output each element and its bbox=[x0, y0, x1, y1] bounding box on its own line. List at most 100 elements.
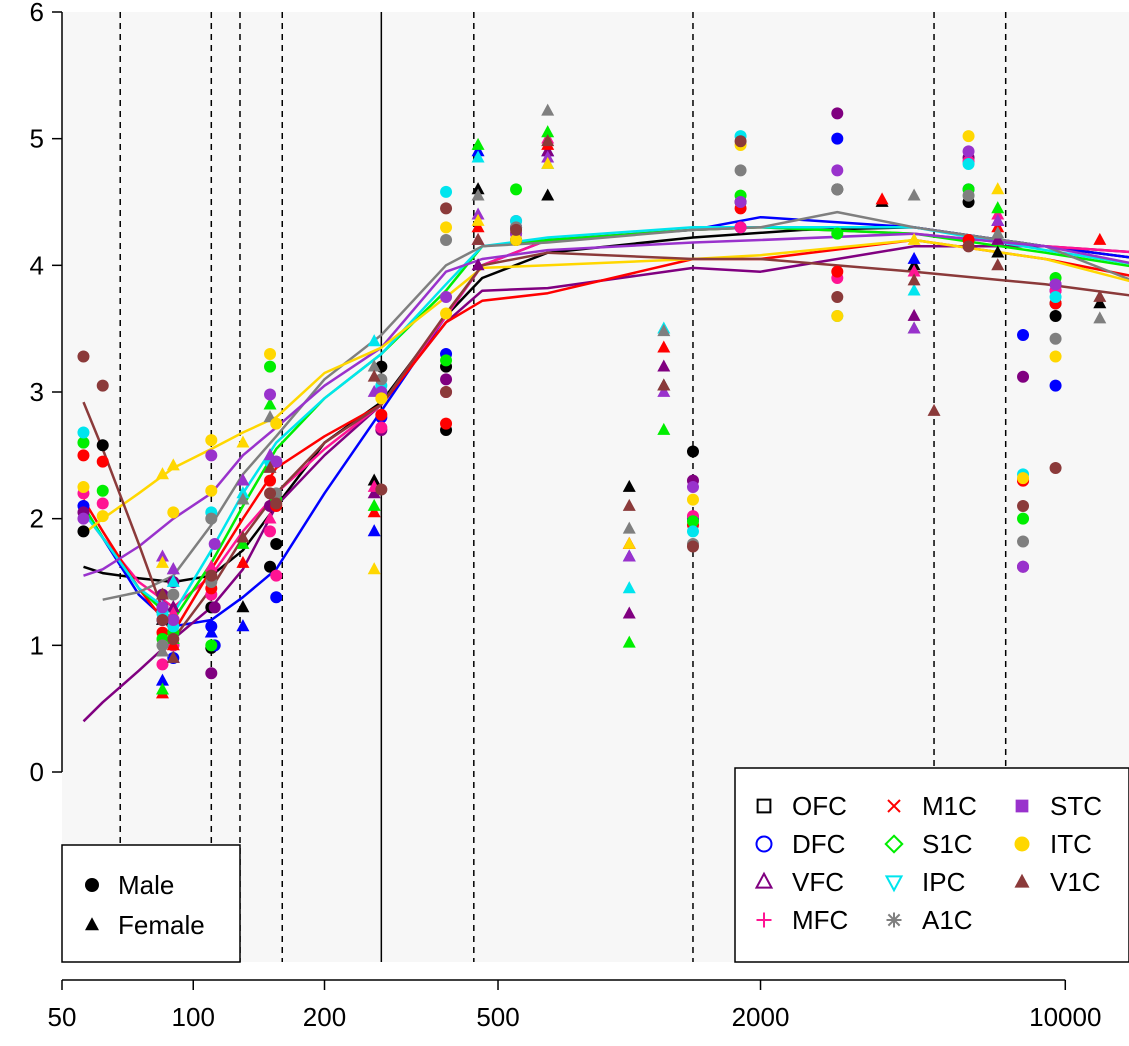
point-male-s1c bbox=[205, 639, 217, 651]
point-male-stc bbox=[209, 538, 221, 550]
sex-legend-box bbox=[62, 845, 240, 962]
point-male-itc bbox=[270, 418, 282, 430]
point-male-m1c bbox=[831, 266, 843, 278]
point-male-vfc bbox=[1017, 371, 1029, 383]
point-male-mfc bbox=[264, 525, 276, 537]
region-legend-label: V1C bbox=[1050, 867, 1101, 897]
x-tick-label: 2000 bbox=[732, 1002, 790, 1032]
point-male-v1c bbox=[97, 380, 109, 392]
point-male-v1c bbox=[375, 484, 387, 496]
region-legend-label: MFC bbox=[792, 905, 848, 935]
region-legend-label: VFC bbox=[792, 867, 844, 897]
region-legend-label: ITC bbox=[1050, 829, 1092, 859]
point-male-ofc bbox=[97, 439, 109, 451]
point-male-stc bbox=[77, 513, 89, 525]
point-male-stc bbox=[963, 145, 975, 157]
point-male-m1c bbox=[440, 418, 452, 430]
point-male-dfc bbox=[270, 591, 282, 603]
point-male-s1c bbox=[831, 228, 843, 240]
point-male-ipc bbox=[687, 525, 699, 537]
sex-legend-label: Male bbox=[118, 870, 174, 900]
point-male-v1c bbox=[205, 570, 217, 582]
point-male-a1c bbox=[735, 164, 747, 176]
region-legend-symbol-a1c bbox=[887, 913, 902, 928]
point-male-mfc bbox=[156, 658, 168, 670]
point-male-a1c bbox=[440, 234, 452, 246]
region-legend-label: M1C bbox=[922, 791, 977, 821]
point-male-s1c bbox=[440, 354, 452, 366]
region-legend-label: DFC bbox=[792, 829, 845, 859]
sex-legend-symbol bbox=[85, 878, 99, 892]
region-legend: OFC DFC VFC MFC M1C S1C IPC A1C STC ITC V1C bbox=[735, 768, 1129, 962]
point-male-stc bbox=[205, 449, 217, 461]
point-male-itc bbox=[205, 485, 217, 497]
point-male-v1c bbox=[735, 135, 747, 147]
region-legend-label: IPC bbox=[922, 867, 965, 897]
point-male-itc bbox=[963, 130, 975, 142]
region-legend-label: STC bbox=[1050, 791, 1102, 821]
point-male-stc bbox=[156, 601, 168, 613]
point-male-m1c bbox=[77, 449, 89, 461]
point-male-a1c bbox=[831, 183, 843, 195]
point-male-v1c bbox=[440, 386, 452, 398]
point-male-stc bbox=[1050, 278, 1062, 290]
x-tick-label: 500 bbox=[476, 1002, 519, 1032]
point-male-v1c bbox=[1017, 500, 1029, 512]
y-tick-label: 1 bbox=[30, 630, 44, 660]
region-legend-symbol-stc bbox=[1016, 800, 1029, 813]
point-male-m1c bbox=[97, 456, 109, 468]
point-male-ipc bbox=[1050, 291, 1062, 303]
y-tick-label: 4 bbox=[30, 250, 44, 280]
point-male-ofc bbox=[1050, 310, 1062, 322]
point-male-itc bbox=[1050, 351, 1062, 363]
point-male-itc bbox=[97, 510, 109, 522]
point-male-v1c bbox=[1050, 462, 1062, 474]
x-tick-label: 50 bbox=[48, 1002, 77, 1032]
y-tick-label: 2 bbox=[30, 504, 44, 534]
point-male-v1c bbox=[264, 487, 276, 499]
point-male-ipc bbox=[440, 186, 452, 198]
region-legend-symbol-itc bbox=[1015, 837, 1030, 852]
point-male-vfc bbox=[440, 373, 452, 385]
y-tick-label: 6 bbox=[30, 0, 44, 27]
point-male-s1c bbox=[1017, 513, 1029, 525]
y-tick-label: 3 bbox=[30, 377, 44, 407]
point-male-mfc bbox=[735, 221, 747, 233]
y-tick-label: 5 bbox=[30, 124, 44, 154]
point-male-itc bbox=[687, 494, 699, 506]
point-male-a1c bbox=[1050, 333, 1062, 345]
point-male-dfc bbox=[1050, 380, 1062, 392]
point-male-itc bbox=[440, 221, 452, 233]
point-male-itc bbox=[831, 310, 843, 322]
point-male-itc bbox=[77, 481, 89, 493]
point-male-itc bbox=[167, 506, 179, 518]
point-male-v1c bbox=[156, 614, 168, 626]
point-male-itc bbox=[1017, 472, 1029, 484]
point-male-v1c bbox=[687, 541, 699, 553]
point-male-stc bbox=[735, 196, 747, 208]
point-male-ipc bbox=[963, 158, 975, 170]
point-male-s1c bbox=[97, 485, 109, 497]
point-male-mfc bbox=[375, 421, 387, 433]
point-male-itc bbox=[205, 434, 217, 446]
point-male-stc bbox=[1017, 561, 1029, 573]
point-male-stc bbox=[831, 164, 843, 176]
point-male-a1c bbox=[167, 589, 179, 601]
point-male-vfc bbox=[209, 601, 221, 613]
x-tick-label: 200 bbox=[303, 1002, 346, 1032]
point-male-stc bbox=[264, 389, 276, 401]
y-tick-label: 0 bbox=[30, 757, 44, 787]
point-male-stc bbox=[687, 481, 699, 493]
point-male-stc bbox=[440, 291, 452, 303]
point-male-stc bbox=[167, 614, 179, 626]
point-male-s1c bbox=[510, 183, 522, 195]
point-male-v1c bbox=[270, 497, 282, 509]
point-male-itc bbox=[264, 348, 276, 360]
region-legend-label: OFC bbox=[792, 791, 847, 821]
point-male-mfc bbox=[97, 497, 109, 509]
region-legend-label: A1C bbox=[922, 905, 973, 935]
region-legend-label: S1C bbox=[922, 829, 973, 859]
